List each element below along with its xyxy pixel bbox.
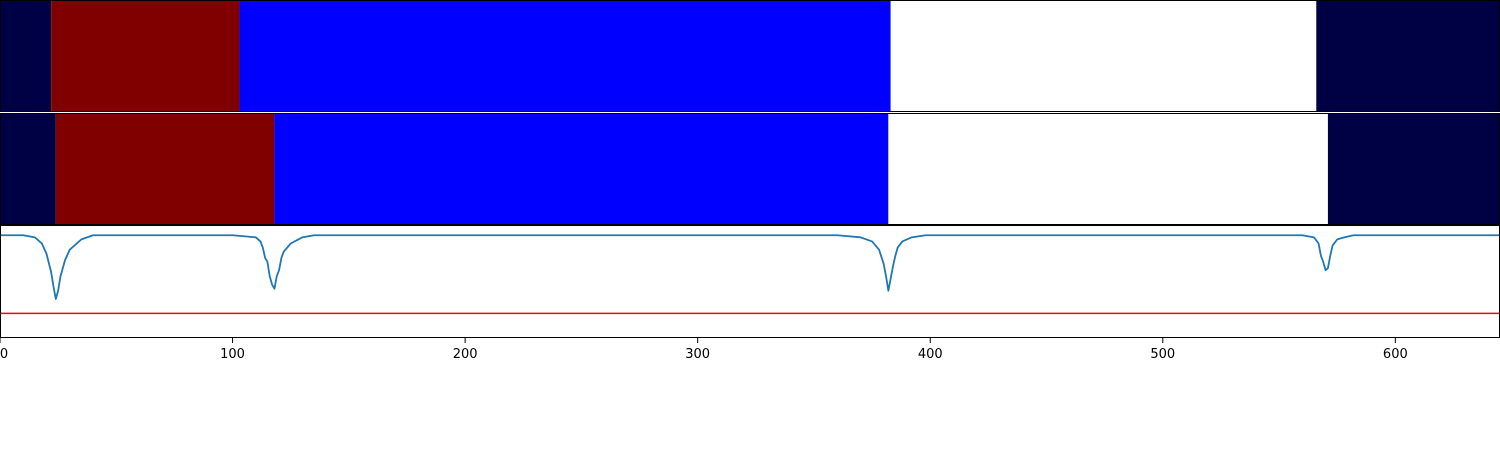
x-tick-label-500: 500: [1150, 347, 1175, 362]
x-tick-label-400: 400: [918, 347, 943, 362]
track-1-segment-2: [51, 0, 240, 112]
x-tick-label-100: 100: [220, 347, 245, 362]
x-axis: 0 100 200 300 400 500 600: [0, 338, 1408, 362]
track-2-segment-3: [274, 113, 889, 225]
track-2-segment-5: [1327, 113, 1500, 225]
signal-line: [0, 234, 1500, 300]
signal-panel: [0, 225, 1500, 338]
signal-background: [0, 225, 1500, 338]
track-2-segment-2: [55, 113, 275, 225]
track-1-segment-1: [0, 0, 52, 112]
x-tick-label-200: 200: [453, 347, 478, 362]
segment-tracks: [0, 0, 1500, 225]
track-2-segment-1: [0, 113, 56, 225]
x-tick-label-300: 300: [685, 347, 710, 362]
x-tick-label-600: 600: [1383, 347, 1408, 362]
track-1-segment-4: [890, 0, 1317, 112]
track-1-segment-5: [1316, 0, 1500, 112]
signal-plot-area: [0, 225, 1500, 338]
track-2-segment-4: [888, 113, 1328, 225]
x-tick-label-0: 0: [0, 347, 8, 362]
track-1-segment-3: [239, 0, 891, 112]
